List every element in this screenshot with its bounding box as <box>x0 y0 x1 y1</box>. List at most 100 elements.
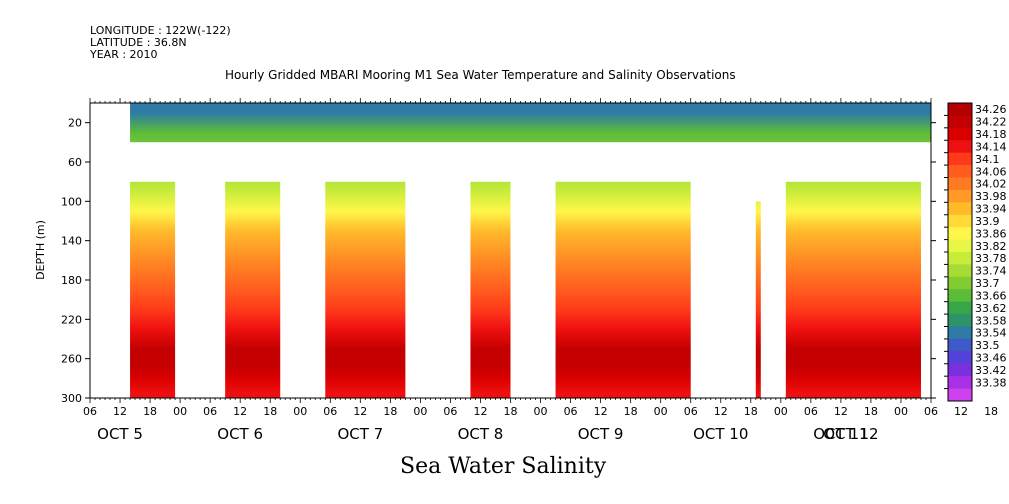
colorbar-swatch <box>948 202 972 216</box>
colorbar-swatch <box>948 314 972 327</box>
data-segment-7 <box>785 181 921 398</box>
colorbar-label: 34.18 <box>975 128 1007 141</box>
colorbar-label: 34.06 <box>975 165 1007 178</box>
x-hour-label: 12 <box>714 405 728 418</box>
longitude-label: LONGITUDE : 122W(-122) <box>90 24 231 37</box>
colorbar-label: 33.38 <box>975 376 1007 389</box>
x-hour-label: 06 <box>83 405 97 418</box>
x-day-label: OCT 7 <box>337 425 383 443</box>
x-hour-label: 18 <box>744 405 758 418</box>
x-hour-label: 18 <box>984 405 998 418</box>
x-day-label: OCT 12 <box>823 425 878 443</box>
colorbar-swatch <box>948 177 972 191</box>
x-hour-label: 06 <box>924 405 938 418</box>
x-hour-label: 12 <box>954 405 968 418</box>
colorbar-label: 33.58 <box>975 314 1007 327</box>
colorbar-swatch <box>948 227 972 241</box>
colorbar-swatch <box>948 264 972 278</box>
colorbar-swatch <box>948 115 972 129</box>
x-hour-label: 00 <box>173 405 187 418</box>
colorbar-swatch <box>948 388 972 402</box>
y-tick-label: 20 <box>68 117 82 130</box>
data-segment-1 <box>130 181 176 398</box>
gap-band <box>90 142 931 182</box>
plot-area <box>90 103 932 398</box>
colorbar-swatch <box>948 239 972 253</box>
x-hour-label: 18 <box>143 405 157 418</box>
colorbar: 34.2634.2234.1834.1434.134.0634.0233.983… <box>944 102 1007 402</box>
x-hour-label: 18 <box>864 405 878 418</box>
x-hour-label: 00 <box>413 405 427 418</box>
colorbar-label: 34.26 <box>975 103 1007 116</box>
x-day-label: OCT 8 <box>458 425 504 443</box>
x-hour-label: 06 <box>564 405 578 418</box>
x-hour-label: 06 <box>323 405 337 418</box>
colorbar-label: 33.54 <box>975 327 1007 340</box>
x-hour-label: 00 <box>293 405 307 418</box>
x-hour-label: 06 <box>684 405 698 418</box>
data-segment-3 <box>325 181 406 398</box>
y-axis-label: DEPTH (m) <box>34 220 47 280</box>
colorbar-swatch <box>948 351 972 365</box>
y-tick-label: 260 <box>61 353 82 366</box>
colorbar-swatch <box>948 165 972 178</box>
latitude-label: LATITUDE : 36.8N <box>90 36 187 49</box>
colorbar-label: 33.66 <box>975 289 1007 302</box>
x-hour-label: 18 <box>263 405 277 418</box>
x-hour-label: 12 <box>353 405 367 418</box>
colorbar-label: 34.14 <box>975 140 1007 153</box>
colorbar-swatch <box>948 326 972 340</box>
colorbar-swatch <box>948 276 972 290</box>
data-segment-4 <box>470 181 511 398</box>
colorbar-label: 33.94 <box>975 203 1007 216</box>
y-tick-label: 180 <box>61 274 82 287</box>
y-tick-label: 300 <box>61 392 82 405</box>
colorbar-swatch <box>948 189 972 203</box>
colorbar-label: 33.86 <box>975 227 1007 240</box>
x-day-label: OCT 11 <box>813 425 868 443</box>
data-segment-6 <box>755 201 761 398</box>
colorbar-swatch <box>948 140 972 154</box>
y-tick-label: 220 <box>61 313 82 326</box>
x-hour-label: 12 <box>233 405 247 418</box>
data-segment-2 <box>225 181 281 398</box>
variable-name: Sea Water Salinity <box>400 454 607 479</box>
x-hour-label: 12 <box>594 405 608 418</box>
year-label: YEAR : 2010 <box>90 48 158 61</box>
x-hour-label: 12 <box>834 405 848 418</box>
x-hour-label: 06 <box>203 405 217 418</box>
near-surface-band <box>130 103 932 143</box>
colorbar-label: 33.78 <box>975 252 1007 265</box>
x-hour-label: 18 <box>624 405 638 418</box>
colorbar-label: 34.1 <box>975 153 1000 166</box>
colorbar-label: 33.7 <box>975 277 1000 290</box>
x-day-label: OCT 10 <box>693 425 748 443</box>
colorbar-swatch <box>948 252 972 265</box>
x-day-label: OCT 5 <box>97 425 143 443</box>
colorbar-label: 33.82 <box>975 240 1007 253</box>
colorbar-label: 33.46 <box>975 352 1007 365</box>
colorbar-swatch <box>948 289 972 303</box>
x-hour-label: 00 <box>654 405 668 418</box>
x-day-label: OCT 6 <box>217 425 263 443</box>
colorbar-swatch <box>948 152 972 166</box>
colorbar-swatch <box>948 338 972 352</box>
y-tick-label: 100 <box>61 195 82 208</box>
colorbar-label: 33.5 <box>975 339 1000 352</box>
y-tick-label: 140 <box>61 235 82 248</box>
x-hour-label: 12 <box>113 405 127 418</box>
colorbar-label: 34.22 <box>975 116 1007 129</box>
x-hour-label: 18 <box>504 405 518 418</box>
x-hour-label: 12 <box>473 405 487 418</box>
colorbar-swatch <box>948 127 972 141</box>
data-segment-5 <box>555 181 691 398</box>
colorbar-label: 34.02 <box>975 178 1007 191</box>
colorbar-label: 33.62 <box>975 302 1007 315</box>
colorbar-swatch <box>948 103 972 116</box>
colorbar-label: 33.42 <box>975 364 1007 377</box>
x-hour-label: 00 <box>774 405 788 418</box>
colorbar-swatch <box>948 376 972 390</box>
colorbar-label: 33.74 <box>975 265 1007 278</box>
